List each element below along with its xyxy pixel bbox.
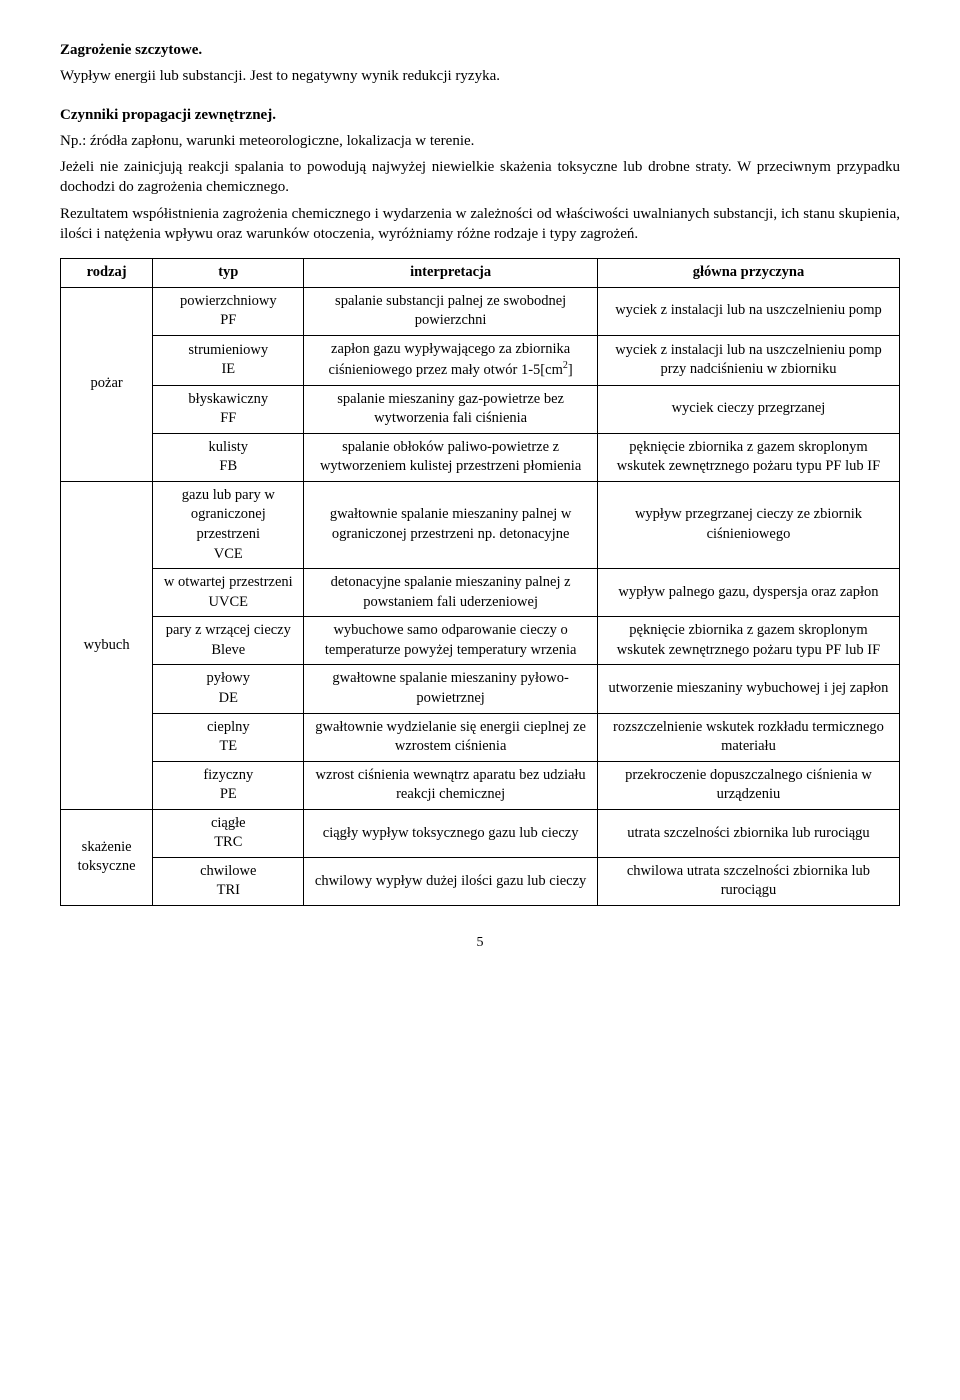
para-czynniki-b: Jeżeli nie zainicjują reakcji spalania t… [60, 157, 900, 198]
cell-przyczyna: chwilowa utrata szczelności zbiornika lu… [597, 857, 899, 905]
cell-interpretacja: spalanie mieszaniny gaz-powietrze bez wy… [304, 385, 598, 433]
cell-interpretacja: wzrost ciśnienia wewnątrz aparatu bez ud… [304, 761, 598, 809]
cell-przyczyna: wyciek cieczy przegrzanej [597, 385, 899, 433]
table-row: kulistyFBspalanie obłoków paliwo-powietr… [61, 433, 900, 481]
cell-typ: pyłowyDE [153, 665, 304, 713]
table-row: pyłowyDEgwałtowne spalanie mieszaniny py… [61, 665, 900, 713]
page-number: 5 [60, 934, 900, 953]
cell-rodzaj: skażenie toksyczne [61, 809, 153, 905]
table-row: wybuchgazu lub pary w ograniczonej przes… [61, 481, 900, 568]
table-row: pożarpowierzchniowyPFspalanie substancji… [61, 287, 900, 335]
hazard-table: rodzaj typ interpretacja główna przyczyn… [60, 258, 900, 906]
cell-interpretacja: detonacyjne spalanie mieszaniny palnej z… [304, 569, 598, 617]
th-typ: typ [153, 259, 304, 288]
th-przyczyna: główna przyczyna [597, 259, 899, 288]
th-rodzaj: rodzaj [61, 259, 153, 288]
para-czynniki-a: Np.: źródła zapłonu, warunki meteorologi… [60, 131, 900, 151]
cell-przyczyna: pęknięcie zbiornika z gazem skroplonym w… [597, 617, 899, 665]
cell-typ: kulistyFB [153, 433, 304, 481]
table-row: skażenie toksyczneciągłeTRCciągły wypływ… [61, 809, 900, 857]
cell-typ: ciągłeTRC [153, 809, 304, 857]
table-row: błyskawicznyFFspalanie mieszaniny gaz-po… [61, 385, 900, 433]
cell-typ: fizycznyPE [153, 761, 304, 809]
cell-rodzaj: pożar [61, 287, 153, 481]
cell-przyczyna: utworzenie mieszaniny wybuchowej i jej z… [597, 665, 899, 713]
para-czynniki-a-text: Np.: źródła zapłonu, warunki meteorologi… [60, 133, 474, 149]
cell-przyczyna: wyciek z instalacji lub na uszczelnieniu… [597, 335, 899, 385]
cell-typ: błyskawicznyFF [153, 385, 304, 433]
table-row: cieplnyTEgwałtownie wydzielanie się ener… [61, 713, 900, 761]
cell-typ: cieplnyTE [153, 713, 304, 761]
th-interpretacja: interpretacja [304, 259, 598, 288]
table-row: chwiloweTRIchwilowy wypływ dużej ilości … [61, 857, 900, 905]
cell-interpretacja: gwałtownie spalanie mieszaniny palnej w … [304, 481, 598, 568]
para-zagrozenie-szczytowe: Wypływ energii lub substancji. Jest to n… [60, 66, 900, 86]
cell-interpretacja: gwałtowne spalanie mieszaniny pyłowo-pow… [304, 665, 598, 713]
cell-typ: w otwartej przestrzeniUVCE [153, 569, 304, 617]
cell-przyczyna: przekroczenie dopuszczalnego ciśnienia w… [597, 761, 899, 809]
cell-typ: pary z wrzącej cieczyBleve [153, 617, 304, 665]
cell-interpretacja: gwałtownie wydzielanie się energii ciepl… [304, 713, 598, 761]
cell-typ: gazu lub pary w ograniczonej przestrzeni… [153, 481, 304, 568]
table-row: strumieniowyIEzapłon gazu wypływającego … [61, 335, 900, 385]
para-czynniki-c: Rezultatem współistnienia zagrożenia che… [60, 204, 900, 245]
cell-rodzaj: wybuch [61, 481, 153, 809]
cell-przyczyna: wypływ palnego gazu, dyspersja oraz zapł… [597, 569, 899, 617]
cell-interpretacja: wybuchowe samo odparowanie cieczy o temp… [304, 617, 598, 665]
cell-interpretacja: ciągły wypływ toksycznego gazu lub ciecz… [304, 809, 598, 857]
cell-interpretacja: zapłon gazu wypływającego za zbiornika c… [304, 335, 598, 385]
cell-interpretacja: spalanie substancji palnej ze swobodnej … [304, 287, 598, 335]
cell-przyczyna: pęknięcie zbiornika z gazem skroplonym w… [597, 433, 899, 481]
cell-typ: chwiloweTRI [153, 857, 304, 905]
cell-interpretacja: spalanie obłoków paliwo-powietrze z wytw… [304, 433, 598, 481]
heading-zagrozenie-szczytowe: Zagrożenie szczytowe. [60, 40, 900, 60]
cell-interpretacja: chwilowy wypływ dużej ilości gazu lub ci… [304, 857, 598, 905]
cell-przyczyna: wyciek z instalacji lub na uszczelnieniu… [597, 287, 899, 335]
cell-typ: strumieniowyIE [153, 335, 304, 385]
table-row: w otwartej przestrzeniUVCEdetonacyjne sp… [61, 569, 900, 617]
heading-czynniki-propagacji: Czynniki propagacji zewnętrznej. [60, 105, 900, 125]
cell-typ: powierzchniowyPF [153, 287, 304, 335]
cell-przyczyna: rozszczelnienie wskutek rozkładu termicz… [597, 713, 899, 761]
cell-przyczyna: utrata szczelności zbiornika lub rurocią… [597, 809, 899, 857]
cell-przyczyna: wypływ przegrzanej cieczy ze zbiornik ci… [597, 481, 899, 568]
table-row: pary z wrzącej cieczyBlevewybuchowe samo… [61, 617, 900, 665]
table-row: fizycznyPEwzrost ciśnienia wewnątrz apar… [61, 761, 900, 809]
table-header-row: rodzaj typ interpretacja główna przyczyn… [61, 259, 900, 288]
